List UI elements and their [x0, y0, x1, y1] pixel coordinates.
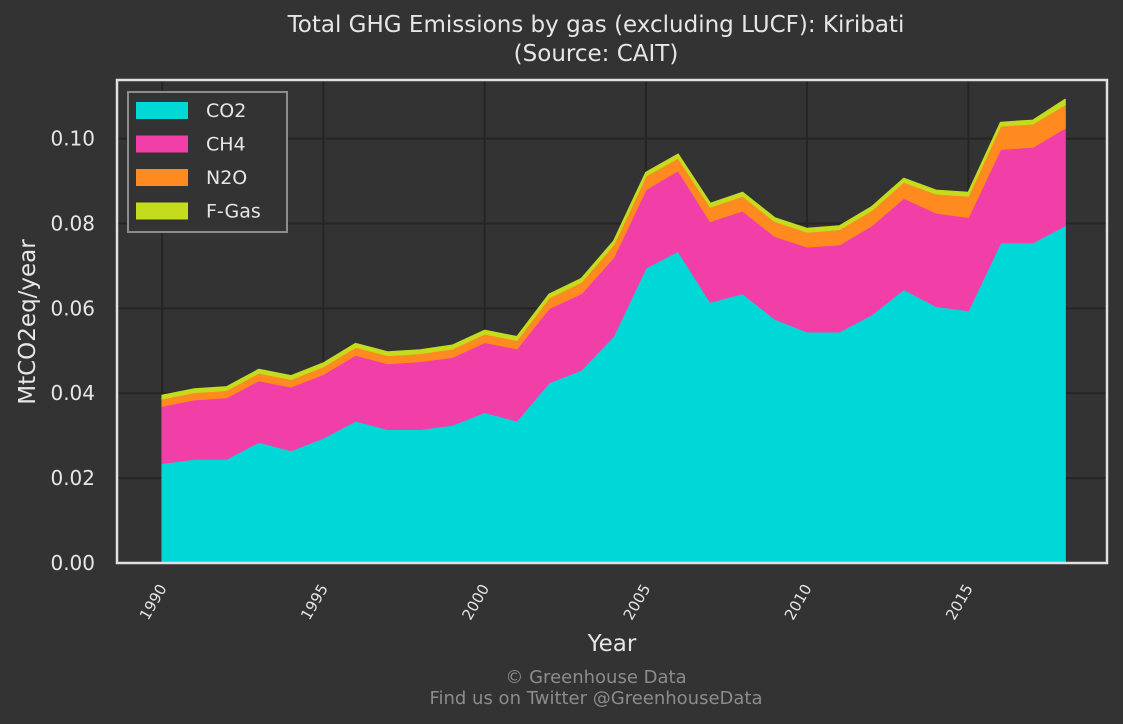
legend: CO2 CH4 N2O F-Gas [127, 91, 288, 233]
y-axis-label: MtCO2eq/year [15, 239, 41, 405]
plot-frame [115, 78, 1109, 565]
plot-areas [161, 98, 1066, 564]
y-ticks: 0.00 0.02 0.04 0.06 0.08 0.10 [50, 127, 95, 575]
legend-label-ch4: CH4 [206, 134, 246, 156]
y-tick-label: 0.00 [50, 551, 95, 575]
x-tick-label: 2000 [458, 581, 493, 623]
legend-label-f-gas: F-Gas [206, 201, 261, 223]
x-tick-label: 1990 [136, 581, 171, 623]
x-axis-label: Year [587, 631, 637, 657]
legend-label-n2o: N2O [206, 167, 247, 189]
y-tick-label: 0.08 [50, 211, 95, 235]
x-tick-label: 2010 [781, 581, 816, 623]
chart-title: Total GHG Emissions by gas (excluding LU… [287, 12, 905, 38]
y-tick-label: 0.02 [50, 466, 95, 490]
footer-copyright: © Greenhouse Data [505, 667, 686, 688]
footer-twitter: Find us on Twitter @GreenhouseData [429, 688, 762, 709]
y-tick-label: 0.04 [50, 381, 95, 405]
x-tick-label: 2015 [942, 581, 977, 623]
legend-label-co2: CO2 [206, 100, 246, 122]
y-tick-label: 0.10 [50, 127, 95, 151]
x-tick-label: 2005 [620, 581, 655, 623]
legend-swatch-ch4 [136, 135, 188, 153]
legend-swatch-f-gas [136, 202, 188, 220]
y-tick-label: 0.06 [50, 296, 95, 320]
chart-subtitle: (Source: CAIT) [514, 41, 679, 67]
area-f-gas [161, 98, 1066, 400]
x-ticks: 1990 1995 2000 2005 2010 2015 [136, 581, 977, 623]
legend-swatch-co2 [136, 102, 188, 119]
legend-swatch-n2o [136, 169, 188, 186]
x-tick-label: 1995 [297, 581, 332, 623]
